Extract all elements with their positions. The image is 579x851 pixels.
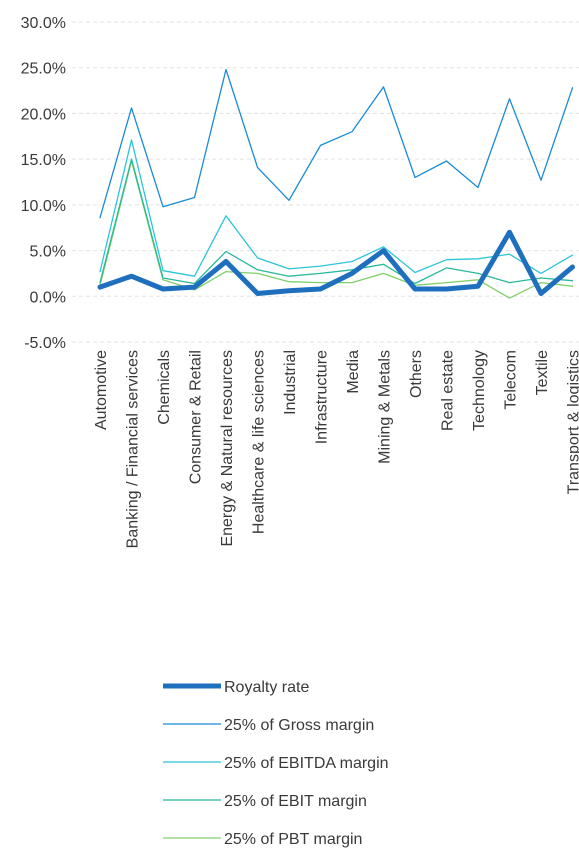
series-line-3: [100, 159, 573, 283]
y-tick-label: 15.0%: [21, 152, 66, 169]
legend-label: Royalty rate: [224, 679, 309, 696]
legend: Royalty rate 25% of Gross margin 25% of EB…: [163, 679, 389, 848]
y-tick-label: 0.0%: [30, 289, 66, 306]
legend-label: 25% of EBITDA margin: [224, 755, 389, 772]
series-line-1: [100, 70, 573, 218]
legend-label: 25% of PBT margin: [224, 831, 362, 848]
series-line-2: [100, 140, 573, 276]
x-tick-label: Consumer & Retail: [188, 350, 205, 484]
y-tick-label: 25.0%: [21, 61, 66, 78]
x-tick-label: Transport & logistics: [566, 350, 579, 494]
x-tick-label: Real estate: [440, 350, 457, 431]
x-tick-label: Industrial: [282, 350, 299, 415]
x-tick-label: Energy & Natural resources: [219, 350, 236, 547]
x-tick-label: Media: [345, 350, 362, 394]
y-tick-label: 5.0%: [30, 244, 66, 261]
x-tick-label: Technology: [471, 350, 488, 431]
y-axis-ticks: -5.0% 0.0% 5.0% 10.0% 15.0% 20.0% 25.0% 30.0%: [21, 15, 66, 352]
series-lines: [100, 70, 573, 299]
x-tick-label: Chemicals: [156, 350, 173, 425]
series-line-0: [100, 232, 573, 293]
x-tick-label: Automotive: [93, 350, 110, 430]
series-line-4: [100, 161, 573, 298]
y-tick-label: 30.0%: [21, 15, 66, 32]
x-tick-label: Textile: [534, 350, 551, 395]
x-tick-label: Mining & Metals: [377, 350, 394, 464]
y-tick-label: 20.0%: [21, 106, 66, 123]
x-tick-label: Others: [408, 350, 425, 398]
legend-label: 25% of EBIT margin: [224, 793, 367, 810]
x-tick-label: Healthcare & life sciences: [251, 350, 268, 534]
y-tick-label: 10.0%: [21, 198, 66, 215]
x-axis-ticks: Automotive Banking / Financial services Ch…: [93, 350, 579, 548]
x-tick-label: Telecom: [503, 350, 520, 410]
x-tick-label: Banking / Financial services: [125, 350, 142, 548]
legend-label: 25% of Gross margin: [224, 717, 374, 734]
x-tick-label: Infrastructure: [314, 350, 331, 444]
y-tick-label: -5.0%: [24, 335, 66, 352]
